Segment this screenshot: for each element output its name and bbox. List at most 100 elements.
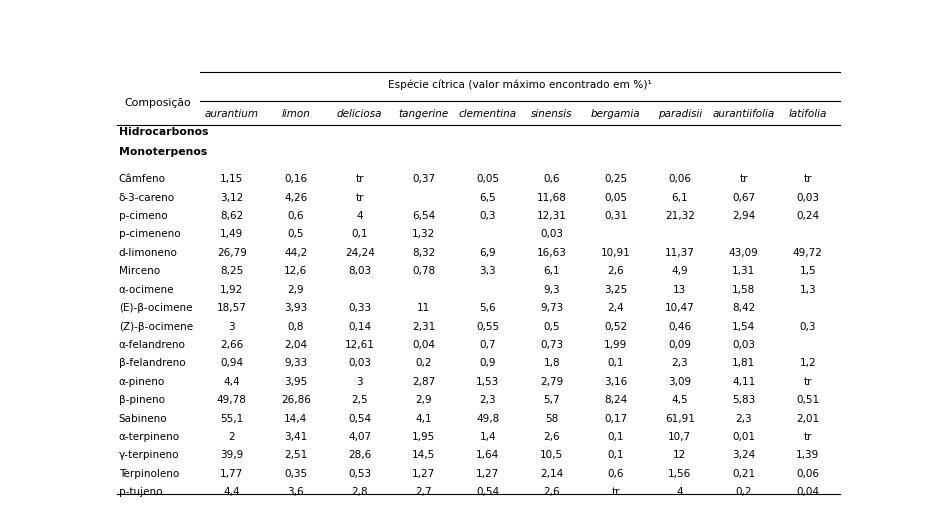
Text: 0,03: 0,03 <box>348 358 371 368</box>
Text: 49,72: 49,72 <box>793 248 823 258</box>
Text: 6,9: 6,9 <box>480 248 496 258</box>
Text: 0,17: 0,17 <box>605 413 627 424</box>
Text: 4,5: 4,5 <box>672 395 688 405</box>
Text: 1,58: 1,58 <box>732 285 756 295</box>
Text: 0,06: 0,06 <box>668 174 691 184</box>
Text: δ-3-careno: δ-3-careno <box>118 192 174 203</box>
Text: 4,4: 4,4 <box>224 377 240 387</box>
Text: 6,1: 6,1 <box>543 266 560 276</box>
Text: 2,94: 2,94 <box>732 211 756 221</box>
Text: 2: 2 <box>229 432 235 442</box>
Text: 0,03: 0,03 <box>540 229 564 239</box>
Text: 2,6: 2,6 <box>607 266 624 276</box>
Text: 0,94: 0,94 <box>220 358 244 368</box>
Text: bergamia: bergamia <box>591 109 641 119</box>
Text: d-limoneno: d-limoneno <box>118 248 177 258</box>
Text: 1,5: 1,5 <box>800 266 816 276</box>
Text: 1,49: 1,49 <box>220 229 244 239</box>
Text: 2,04: 2,04 <box>285 340 307 350</box>
Text: 4,11: 4,11 <box>732 377 756 387</box>
Text: 2,14: 2,14 <box>540 469 564 479</box>
Text: 0,6: 0,6 <box>287 211 304 221</box>
Text: Hidrocarbonos: Hidrocarbonos <box>118 127 208 137</box>
Text: 0,9: 0,9 <box>480 358 496 368</box>
Text: 0,67: 0,67 <box>732 192 756 203</box>
Text: 0,54: 0,54 <box>476 487 499 497</box>
Text: 2,6: 2,6 <box>543 432 560 442</box>
Text: 0,09: 0,09 <box>668 340 691 350</box>
Text: tr: tr <box>803 432 812 442</box>
Text: 8,25: 8,25 <box>220 266 244 276</box>
Text: tr: tr <box>355 174 364 184</box>
Text: 0,5: 0,5 <box>544 321 560 332</box>
Text: 0,6: 0,6 <box>544 174 560 184</box>
Text: 1,64: 1,64 <box>476 450 499 461</box>
Text: 0,33: 0,33 <box>348 303 371 313</box>
Text: 2,51: 2,51 <box>285 450 307 461</box>
Text: 14,4: 14,4 <box>285 413 307 424</box>
Text: 6,54: 6,54 <box>412 211 436 221</box>
Text: 0,55: 0,55 <box>476 321 499 332</box>
Text: γ-terpineno: γ-terpineno <box>118 450 179 461</box>
Text: 1,92: 1,92 <box>220 285 244 295</box>
Text: 0,37: 0,37 <box>412 174 436 184</box>
Text: tr: tr <box>740 174 748 184</box>
Text: Mirceno: Mirceno <box>118 266 160 276</box>
Text: 0,51: 0,51 <box>796 395 819 405</box>
Text: 0,52: 0,52 <box>605 321 627 332</box>
Text: 3: 3 <box>229 321 235 332</box>
Text: aurantiifolia: aurantiifolia <box>713 109 774 119</box>
Text: p-cimeno: p-cimeno <box>118 211 167 221</box>
Text: Sabineno: Sabineno <box>118 413 167 424</box>
Text: 2,87: 2,87 <box>412 377 436 387</box>
Text: (E)-β-ocimene: (E)-β-ocimene <box>118 303 192 313</box>
Text: 0,1: 0,1 <box>607 432 624 442</box>
Text: 14,5: 14,5 <box>412 450 436 461</box>
Text: 10,47: 10,47 <box>665 303 694 313</box>
Text: (Z)-β-ocimene: (Z)-β-ocimene <box>118 321 193 332</box>
Text: 8,42: 8,42 <box>732 303 756 313</box>
Text: 11,68: 11,68 <box>536 192 566 203</box>
Text: 9,33: 9,33 <box>285 358 307 368</box>
Text: 1,77: 1,77 <box>220 469 244 479</box>
Text: 16,63: 16,63 <box>536 248 566 258</box>
Text: Espécie cítrica (valor máximo encontrado em %)¹: Espécie cítrica (valor máximo encontrado… <box>388 80 651 90</box>
Text: 0,05: 0,05 <box>605 192 627 203</box>
Text: clementina: clementina <box>459 109 517 119</box>
Text: 1,2: 1,2 <box>800 358 816 368</box>
Text: 2,8: 2,8 <box>352 487 369 497</box>
Text: 2,01: 2,01 <box>796 413 819 424</box>
Text: 44,2: 44,2 <box>285 248 307 258</box>
Text: 0,2: 0,2 <box>735 487 752 497</box>
Text: 0,03: 0,03 <box>732 340 755 350</box>
Text: 49,8: 49,8 <box>476 413 499 424</box>
Text: 1,99: 1,99 <box>604 340 627 350</box>
Text: 0,73: 0,73 <box>540 340 564 350</box>
Text: 8,03: 8,03 <box>348 266 371 276</box>
Text: 2,66: 2,66 <box>220 340 244 350</box>
Text: 1,3: 1,3 <box>800 285 816 295</box>
Text: 2,3: 2,3 <box>735 413 752 424</box>
Text: 2,3: 2,3 <box>672 358 688 368</box>
Text: 0,04: 0,04 <box>412 340 436 350</box>
Text: 0,6: 0,6 <box>607 469 624 479</box>
Text: 0,5: 0,5 <box>287 229 304 239</box>
Text: 2,3: 2,3 <box>480 395 496 405</box>
Text: 12,61: 12,61 <box>345 340 375 350</box>
Text: limon: limon <box>282 109 310 119</box>
Text: 2,9: 2,9 <box>287 285 304 295</box>
Text: 0,04: 0,04 <box>796 487 819 497</box>
Text: 39,9: 39,9 <box>220 450 244 461</box>
Text: 2,5: 2,5 <box>352 395 369 405</box>
Text: 0,78: 0,78 <box>412 266 436 276</box>
Text: 4: 4 <box>676 487 683 497</box>
Text: 26,86: 26,86 <box>281 395 311 405</box>
Text: 0,01: 0,01 <box>732 432 755 442</box>
Text: 18,57: 18,57 <box>216 303 246 313</box>
Text: 10,7: 10,7 <box>668 432 691 442</box>
Text: p-cimeneno: p-cimeneno <box>118 229 180 239</box>
Text: p-tujeno: p-tujeno <box>118 487 162 497</box>
Text: 1,8: 1,8 <box>543 358 560 368</box>
Text: 12: 12 <box>673 450 687 461</box>
Text: 3: 3 <box>356 377 363 387</box>
